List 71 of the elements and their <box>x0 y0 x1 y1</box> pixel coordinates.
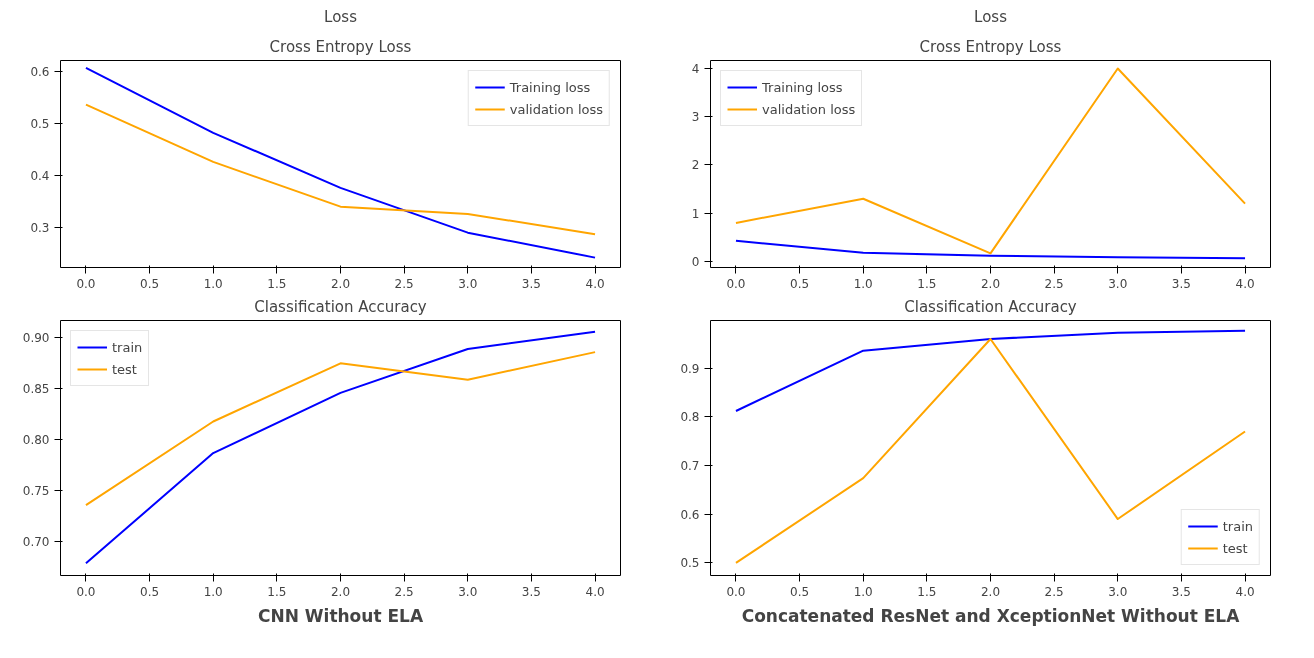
x-tick-label: 1.5 <box>917 584 937 599</box>
x-tick-label: 0.5 <box>140 584 160 599</box>
x-tick-label: 1.0 <box>853 276 873 291</box>
x-tick-label: 0.5 <box>790 276 810 291</box>
chart-title: Loss <box>974 7 1008 26</box>
x-tick-label: 4.0 <box>585 276 605 291</box>
x-tick-label: 3.0 <box>1108 584 1128 599</box>
y-tick-label: 0.3 <box>30 220 50 235</box>
x-tick-label: 4.0 <box>1235 276 1255 291</box>
x-tick-label: 2.5 <box>394 276 414 291</box>
chart-title: Loss <box>324 7 358 26</box>
x-tick-label: 1.5 <box>917 276 937 291</box>
text: CNN Without ELA <box>257 605 424 626</box>
y-tick-label: 0.80 <box>22 433 50 448</box>
x-tick-label: 3.5 <box>521 276 541 291</box>
x-tick-label: 3.0 <box>458 276 478 291</box>
legend-label: test <box>1222 540 1248 556</box>
x-tick-label: 1.0 <box>203 584 223 599</box>
y-tick-label: 0.6 <box>680 507 700 522</box>
x-tick-label: 2.0 <box>330 276 351 291</box>
y-tick-label: 1 <box>691 206 700 221</box>
legend-label: train <box>112 339 143 355</box>
legend-label: Training loss <box>509 79 591 95</box>
x-tick-label: 0.0 <box>76 276 96 291</box>
x-tick-label: 3.5 <box>1171 584 1191 599</box>
x-tick-label: 1.0 <box>853 584 873 599</box>
y-tick-label: 0.4 <box>30 168 50 183</box>
y-tick-label: 4 <box>691 61 700 76</box>
x-tick-label: 0.5 <box>790 584 810 599</box>
y-tick-label: 2 <box>691 158 700 173</box>
x-tick-label: 2.5 <box>394 584 414 599</box>
x-tick-label: 3.0 <box>1108 276 1128 291</box>
y-tick-label: 0 <box>691 255 700 270</box>
x-tick-label: 3.0 <box>458 584 478 599</box>
chart-title: Classification Accuracy <box>904 297 1077 316</box>
x-tick-label: 2.5 <box>1044 276 1064 291</box>
legend-label: test <box>112 361 137 377</box>
y-tick-label: 3 <box>691 110 700 125</box>
x-tick-label: 4.0 <box>585 584 605 599</box>
text: Concatenated ResNet and XceptionNet Without ELA <box>741 605 1241 626</box>
x-tick-label: 3.5 <box>521 584 541 599</box>
x-tick-label: 0.0 <box>726 584 746 599</box>
x-tick-label: 0.0 <box>76 584 96 599</box>
y-tick-label: 0.5 <box>30 116 50 131</box>
y-tick-label: 0.9 <box>680 361 700 376</box>
legend-label: train <box>1222 518 1253 534</box>
x-tick-label: 2.0 <box>980 584 1001 599</box>
chart-title: Classification Accuracy <box>254 297 427 316</box>
x-tick-label: 1.5 <box>267 276 287 291</box>
y-tick-label: 0.8 <box>680 410 700 425</box>
chart-subtitle: Cross Entropy Loss <box>919 37 1062 56</box>
x-tick-label: 0.5 <box>140 276 160 291</box>
y-tick-label: 0.7 <box>680 459 700 474</box>
x-tick-label: 2.0 <box>980 276 1001 291</box>
legend-label: validation loss <box>509 101 603 117</box>
legend-label: validation loss <box>762 101 856 117</box>
x-tick-label: 1.5 <box>267 584 287 599</box>
x-tick-label: 2.0 <box>330 584 351 599</box>
y-tick-label: 0.70 <box>22 535 50 550</box>
x-tick-label: 1.0 <box>203 276 223 291</box>
legend-label: Training loss <box>762 79 843 95</box>
y-tick-label: 0.5 <box>680 556 700 571</box>
y-tick-label: 0.85 <box>22 382 50 397</box>
chart-subtitle: Cross Entropy Loss <box>269 37 412 56</box>
x-tick-label: 4.0 <box>1235 584 1255 599</box>
y-tick-label: 0.75 <box>22 484 50 499</box>
x-tick-label: 2.5 <box>1044 584 1064 599</box>
y-tick-label: 0.6 <box>30 64 50 79</box>
x-tick-label: 0.0 <box>726 276 746 291</box>
y-tick-label: 0.90 <box>22 331 50 346</box>
x-tick-label: 3.5 <box>1171 276 1191 291</box>
